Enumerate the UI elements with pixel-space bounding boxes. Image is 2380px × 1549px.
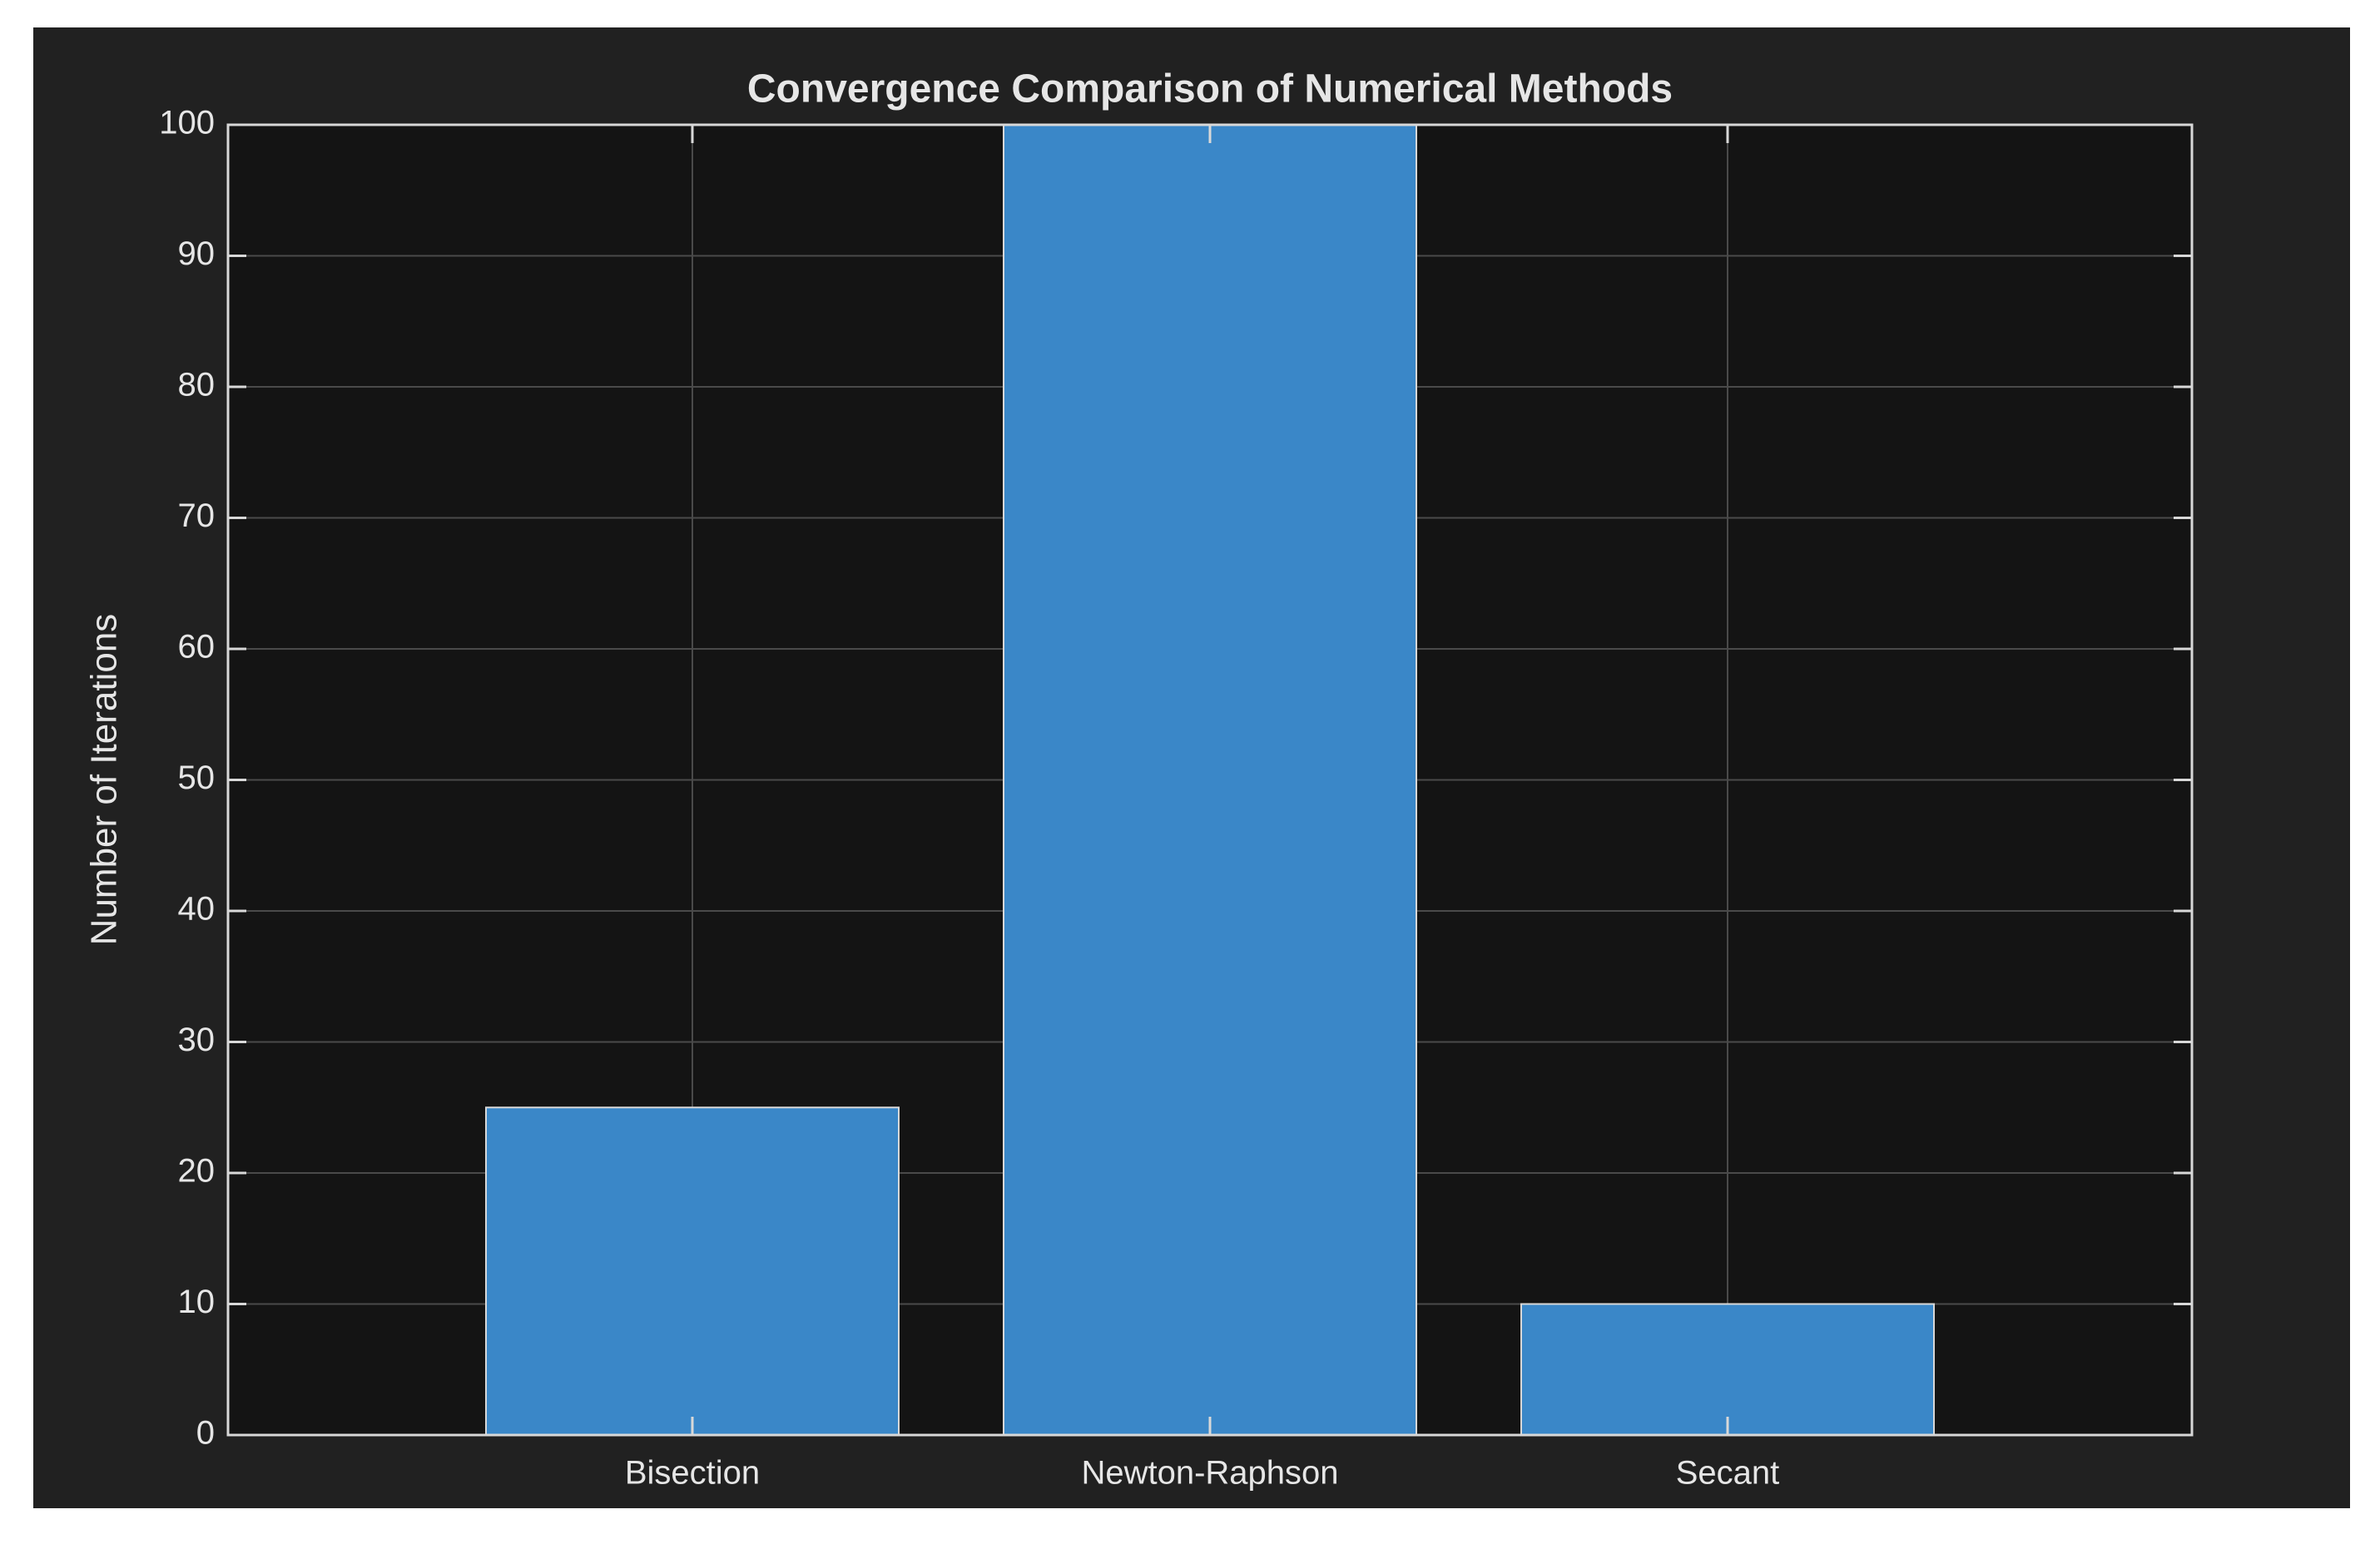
y-tick-label: 20 bbox=[178, 1153, 216, 1190]
y-tick-label: 30 bbox=[178, 1022, 216, 1058]
y-tick-label: 90 bbox=[178, 235, 216, 272]
chart-title: Convergence Comparison of Numerical Meth… bbox=[747, 67, 1673, 111]
y-tick-label: 50 bbox=[178, 760, 216, 796]
y-tick-label: 70 bbox=[178, 497, 216, 534]
bar bbox=[1520, 1303, 1935, 1436]
y-tick-label: 80 bbox=[178, 367, 216, 403]
y-tick-label: 60 bbox=[178, 629, 216, 666]
bar bbox=[485, 1106, 900, 1436]
x-tick-label: Newton-Raphson bbox=[1081, 1455, 1338, 1492]
bar bbox=[1003, 124, 1417, 1436]
x-tick-label: Secant bbox=[1676, 1455, 1780, 1492]
y-tick-label: 10 bbox=[178, 1284, 216, 1320]
x-tick-label: Bisection bbox=[625, 1455, 760, 1492]
y-tick-label: 0 bbox=[196, 1415, 215, 1452]
y-tick-label: 40 bbox=[178, 891, 216, 928]
y-tick-label: 100 bbox=[159, 105, 215, 141]
y-axis-label: Number of Iterations bbox=[84, 614, 125, 946]
